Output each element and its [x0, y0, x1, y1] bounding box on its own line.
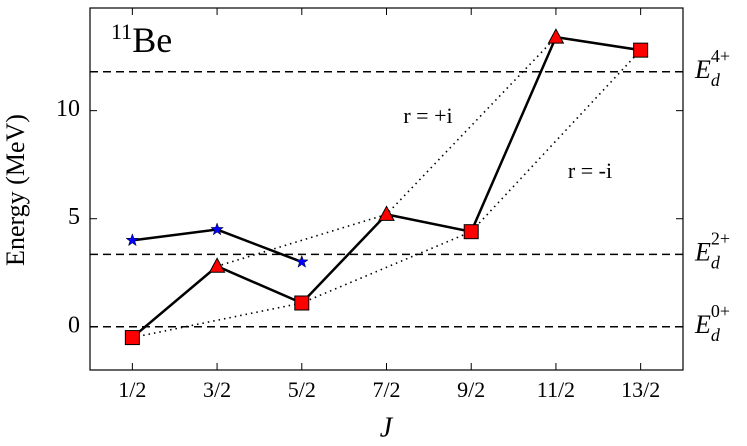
y-tick-label: 0: [68, 312, 80, 338]
square-marker: [463, 224, 479, 240]
curve-label: r = -i: [568, 158, 612, 183]
x-tick-label: 1/2: [118, 377, 146, 402]
series-line: [132, 228, 303, 264]
triangle-marker: [547, 28, 565, 44]
reference-label: Ed 2+: [694, 229, 730, 273]
y-axis-label: Energy (MeV): [1, 114, 30, 266]
title-superscript: 11: [111, 19, 132, 44]
x-tick-label: 3/2: [203, 377, 231, 402]
square-marker: [633, 42, 649, 58]
reference-subscript: d: [711, 70, 721, 90]
fit-curve: [131, 36, 557, 339]
triangle-marker: [208, 257, 226, 273]
square-marker: [294, 295, 310, 311]
x-tick-label: 13/2: [621, 377, 660, 402]
triangle-marker: [378, 205, 395, 221]
curve-label: r = +i: [403, 103, 452, 128]
reference-symbol: E: [694, 237, 711, 266]
reference-subscript: d: [711, 325, 721, 345]
y-tick-label: 10: [56, 96, 80, 122]
square-marker: [124, 330, 140, 346]
star-marker: [294, 254, 309, 268]
reference-symbol: E: [694, 310, 711, 339]
reference-label: Ed 4+: [694, 46, 730, 90]
reference-label: Ed 0+: [694, 301, 730, 345]
star-marker: [210, 222, 224, 236]
x-tick-label: 9/2: [457, 377, 485, 402]
reference-symbol: E: [694, 55, 711, 84]
plot-frame: [89, 7, 684, 371]
chart-title: 11Be: [111, 19, 172, 60]
reference-superscript: 4+: [711, 46, 730, 66]
x-tick-label: 5/2: [288, 377, 316, 402]
x-tick-label: 11/2: [537, 377, 575, 402]
y-tick-label: 5: [68, 204, 80, 230]
title-text: Be: [132, 20, 172, 60]
x-axis-label: J: [380, 412, 394, 443]
x-tick-label: 7/2: [372, 377, 400, 402]
reference-superscript: 0+: [711, 301, 730, 321]
series-line: [131, 35, 641, 339]
reference-subscript: d: [711, 253, 721, 273]
fit-curve: [132, 49, 642, 339]
reference-superscript: 2+: [711, 229, 730, 249]
star-marker: [125, 233, 140, 247]
